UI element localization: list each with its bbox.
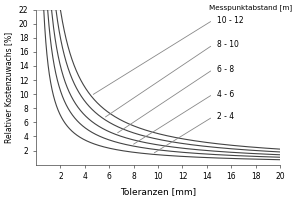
X-axis label: Toleranzen [mm]: Toleranzen [mm] [120,187,196,196]
Text: 2 - 4: 2 - 4 [217,112,234,121]
Text: Messpunktabstand [m]: Messpunktabstand [m] [209,4,292,11]
Text: 8 - 10: 8 - 10 [217,40,238,49]
Y-axis label: Relativer Kostenzuwachs [%]: Relativer Kostenzuwachs [%] [4,32,13,143]
Text: 6 - 8: 6 - 8 [217,65,234,74]
Text: 4 - 6: 4 - 6 [217,90,234,99]
Text: 10 - 12: 10 - 12 [217,16,243,25]
